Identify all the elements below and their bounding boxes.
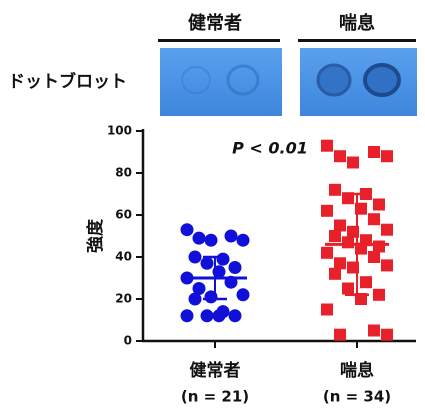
data-point: [373, 289, 385, 301]
data-point: [381, 329, 393, 341]
data-point: [329, 184, 341, 196]
y-axis-label: 強度: [85, 218, 106, 253]
data-point: [334, 257, 346, 269]
data-point: [373, 241, 385, 253]
data-point: [201, 257, 214, 270]
y-tick-label: 0: [124, 334, 132, 348]
data-point: [201, 309, 214, 322]
data-point: [237, 288, 250, 301]
data-point: [229, 261, 242, 274]
column-bar: [298, 39, 416, 42]
y-tick-label: 80: [115, 166, 132, 180]
x-tick-label: 喘息: [340, 360, 374, 381]
data-point: [381, 259, 393, 271]
y-tick-label: 60: [115, 208, 132, 222]
data-point: [205, 234, 218, 247]
blot-column-label: 健常者: [188, 12, 242, 34]
figure: 健常者 喘息 ドットブロット 強度 P < 0.01 0 20 40 60 80 100 健…: [0, 0, 425, 413]
data-point: [321, 205, 333, 217]
data-point: [368, 325, 380, 337]
data-point: [334, 150, 346, 162]
data-point: [213, 309, 226, 322]
data-point: [329, 230, 341, 242]
y-tick-label: 40: [115, 250, 132, 264]
data-point: [189, 251, 202, 264]
data-point: [237, 234, 250, 247]
data-point: [381, 150, 393, 162]
data-point: [181, 223, 194, 236]
data-point: [229, 309, 242, 322]
data-point: [347, 157, 359, 169]
data-point: [189, 293, 202, 306]
x-tick-note: (n = 34): [323, 388, 391, 406]
data-point: [329, 268, 341, 280]
blot-image: [160, 48, 417, 116]
data-point: [217, 253, 230, 266]
annotation: P < 0.01: [232, 139, 308, 158]
data-point: [334, 329, 346, 341]
data-point: [342, 236, 354, 248]
data-point: [321, 304, 333, 316]
data-point: [225, 230, 238, 243]
y-tick-label: 100: [107, 124, 132, 138]
x-tick-note: (n = 21): [181, 388, 249, 406]
y-tick-label: 20: [115, 292, 132, 306]
x-tick-label: 健常者: [190, 360, 241, 381]
data-point: [342, 283, 354, 295]
data-point: [368, 251, 380, 263]
blot-column-label: 喘息: [339, 12, 375, 34]
data-point: [193, 232, 206, 245]
data-point: [368, 146, 380, 158]
data-point: [368, 213, 380, 225]
data-point: [321, 247, 333, 259]
blot-label: ドットブロット: [8, 71, 127, 92]
data-point: [381, 224, 393, 236]
data-point: [373, 199, 385, 211]
data-point: [360, 276, 372, 288]
column-bar: [158, 39, 280, 42]
data-point: [321, 140, 333, 152]
data-point: [334, 220, 346, 232]
data-point: [181, 309, 194, 322]
